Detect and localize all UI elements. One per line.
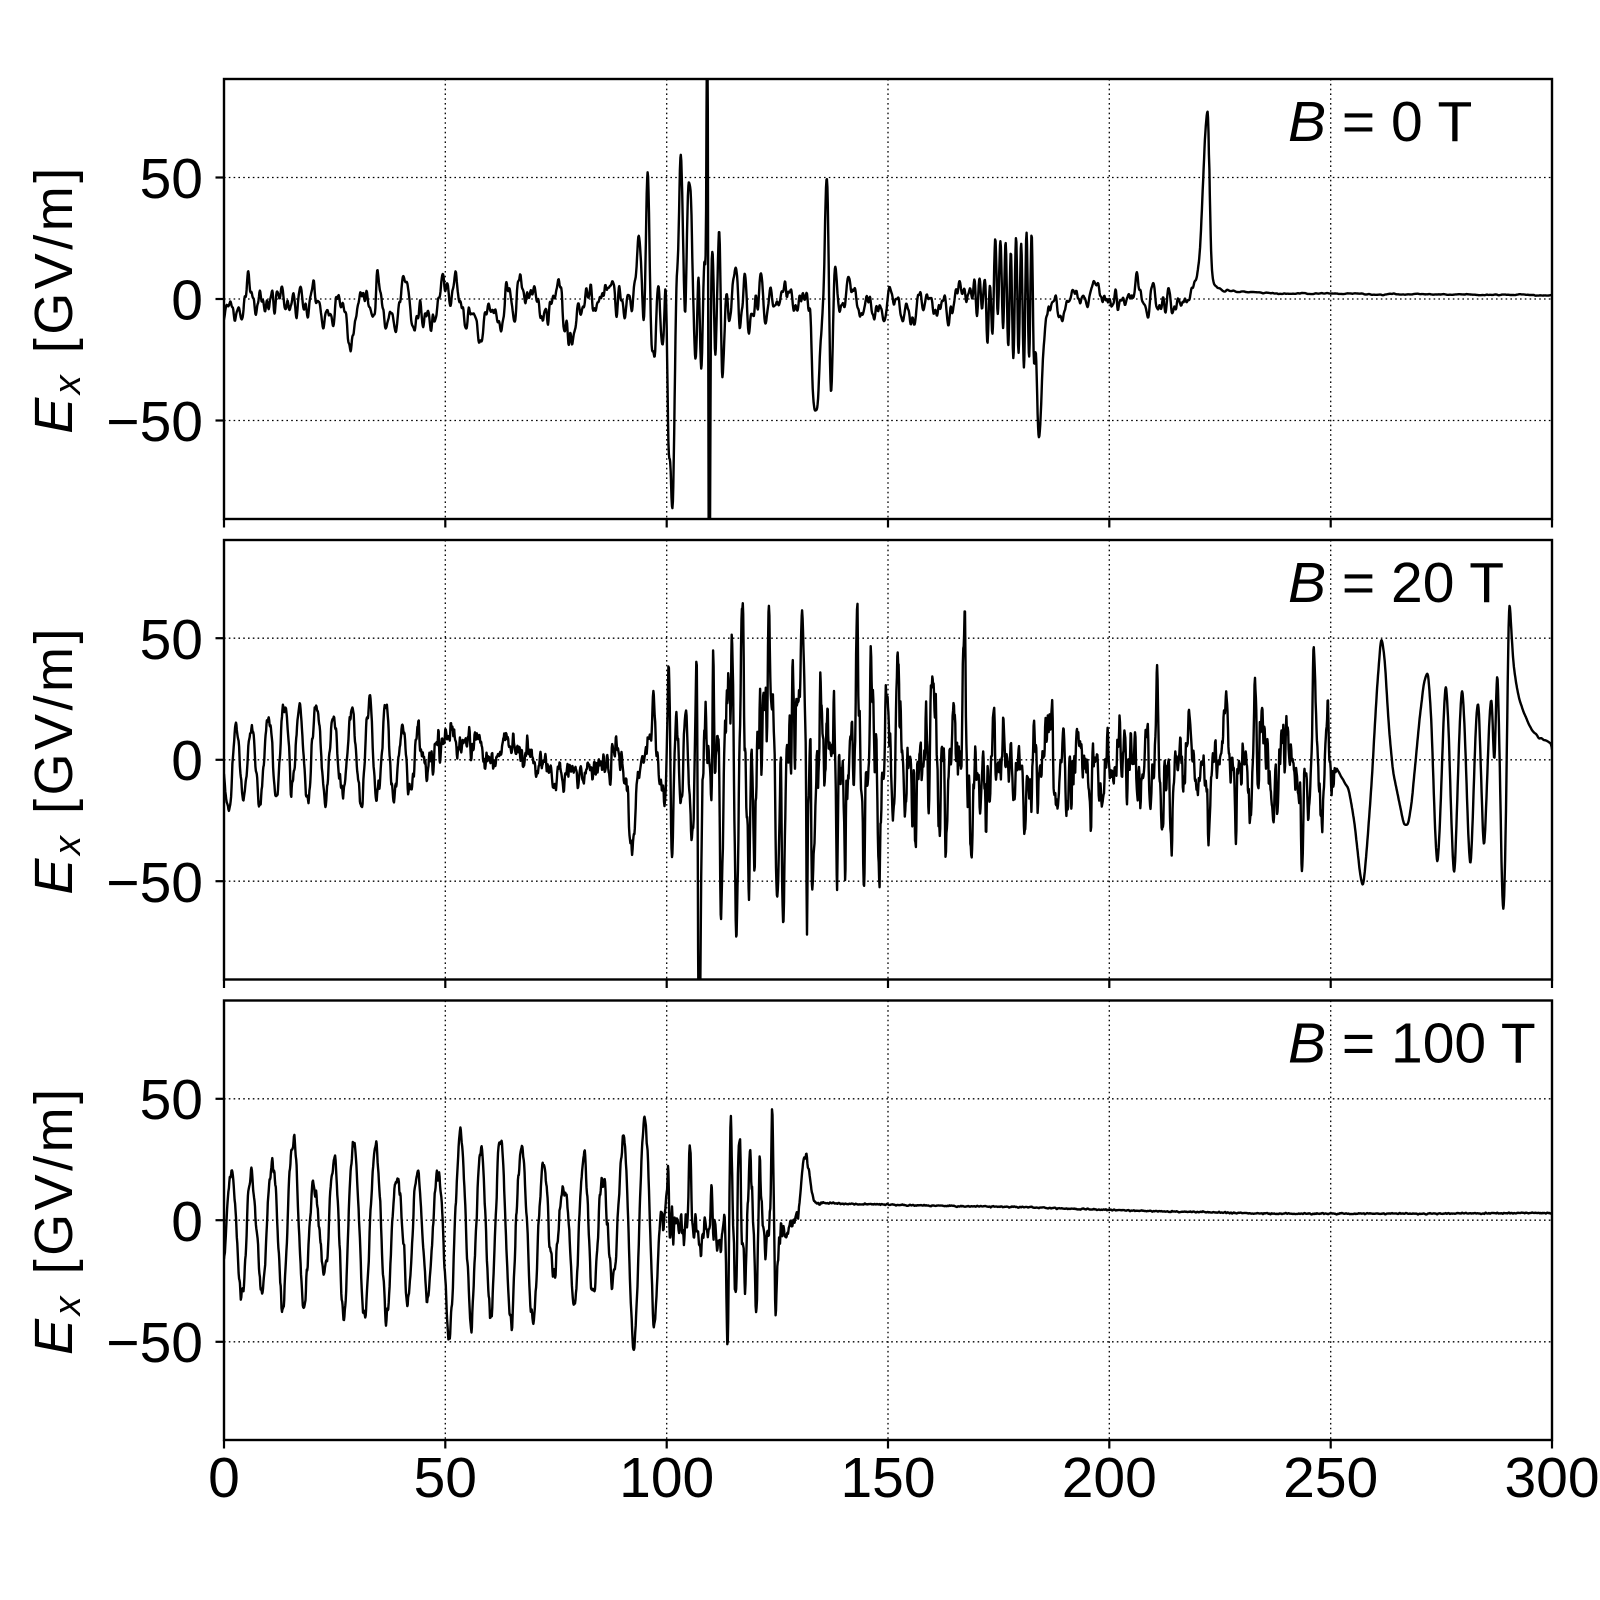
svg-text:0: 0	[171, 1190, 203, 1254]
svg-text:−50: −50	[106, 1311, 203, 1375]
svg-text:Ex [GV/m]: Ex [GV/m]	[24, 1085, 89, 1355]
svg-text:150: 150	[840, 1446, 935, 1510]
svg-text:B = 100 T: B = 100 T	[1288, 1012, 1536, 1076]
svg-text:−50: −50	[106, 851, 203, 915]
svg-text:300: 300	[1504, 1446, 1599, 1510]
svg-text:0: 0	[208, 1446, 240, 1510]
svg-text:Ex [GV/m]: Ex [GV/m]	[24, 164, 89, 434]
svg-text:50: 50	[140, 147, 203, 211]
svg-text:200: 200	[1062, 1446, 1157, 1510]
svg-text:B = 20 T: B = 20 T	[1288, 551, 1504, 615]
svg-text:50: 50	[140, 1068, 203, 1132]
svg-text:50: 50	[414, 1446, 477, 1510]
svg-text:Ex [GV/m]: Ex [GV/m]	[24, 625, 89, 895]
svg-text:0: 0	[171, 729, 203, 793]
svg-text:100: 100	[619, 1446, 714, 1510]
svg-text:250: 250	[1283, 1446, 1378, 1510]
svg-text:50: 50	[140, 608, 203, 672]
svg-text:−50: −50	[106, 390, 203, 454]
svg-text:0: 0	[171, 269, 203, 333]
svg-text:B = 0 T: B = 0 T	[1288, 90, 1472, 154]
